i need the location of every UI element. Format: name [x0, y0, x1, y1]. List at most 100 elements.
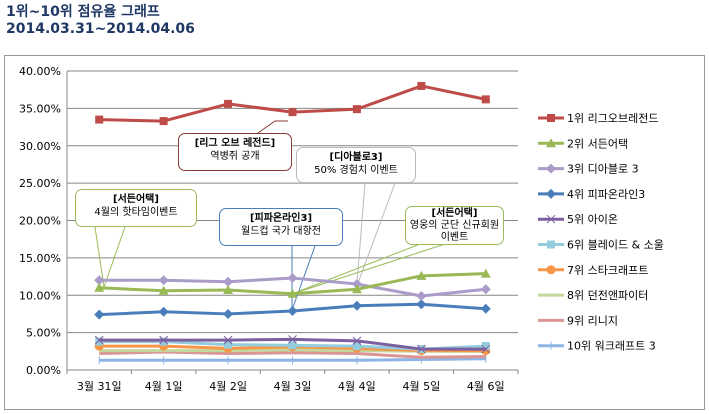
legend-label: 4위 피파온라인3	[567, 188, 645, 201]
chart-frame	[4, 55, 705, 410]
callout-leader-sudden-2	[291, 243, 446, 295]
data-point	[94, 282, 105, 292]
data-point	[95, 115, 104, 124]
data-point	[481, 95, 490, 104]
data-point	[351, 279, 362, 290]
data-point	[224, 340, 233, 349]
data-point	[417, 81, 426, 90]
legend-marker	[546, 214, 556, 224]
data-point	[480, 268, 491, 278]
callout-title: [피파온라인3]	[249, 213, 313, 224]
callout-leader-sudden-1	[94, 226, 126, 288]
series-4위 피파온라인3	[94, 299, 491, 320]
legend-marker	[546, 265, 556, 275]
legend-label: 5위 아이온	[567, 213, 618, 226]
data-point	[223, 335, 233, 345]
callout-title: [디아블로3]	[329, 152, 383, 163]
x-tick-label: 3월 31일	[77, 379, 122, 393]
data-point	[480, 303, 491, 314]
data-point	[223, 308, 234, 319]
title-text: 1위~10위 점유율 그래프	[6, 4, 160, 20]
data-point	[352, 336, 362, 346]
x-tick-label: 4월 4일	[338, 379, 376, 393]
callout-title: [리그 오브 레전드]	[194, 138, 276, 149]
legend-label: 10위 워크래프트 3	[567, 340, 656, 353]
data-point	[481, 344, 491, 354]
x-tick-label: 4월 3일	[274, 379, 312, 393]
data-point	[158, 306, 169, 317]
callout-sudden-newuser: [서든어택] 영웅의 군단 신규회원이벤트	[405, 206, 504, 245]
date-range: 2014.03.31~2014.04.06	[6, 21, 195, 37]
legend-label: 1위 리그오브레전드	[567, 112, 658, 125]
data-point	[287, 305, 298, 316]
legend-marker	[546, 163, 556, 174]
legend-label: 2위 서든어택	[567, 137, 628, 150]
y-tick-label: 15.00%	[19, 252, 61, 265]
legend-marker	[546, 188, 556, 199]
callout-fifa: [피파온라인3] 월드컵 국가 대항전	[219, 208, 343, 246]
data-point	[288, 341, 297, 350]
data-point	[288, 334, 297, 344]
legend-label: 3위 디아블로 3	[567, 163, 639, 176]
data-point	[94, 275, 105, 286]
x-tick-label: 4월 6일	[467, 379, 505, 393]
series-2위 서든어택	[94, 268, 491, 298]
data-point	[351, 284, 362, 294]
data-point	[287, 273, 298, 284]
y-tick-label: 20.00%	[19, 215, 61, 228]
callout-title: [서든어택]	[113, 194, 159, 205]
legend-marker	[546, 138, 556, 148]
data-point	[158, 275, 169, 286]
data-point	[352, 342, 361, 351]
data-point	[223, 285, 234, 295]
data-point	[223, 276, 234, 287]
data-point	[351, 300, 362, 311]
data-point	[159, 117, 168, 126]
data-point	[288, 108, 297, 117]
callout-text: 역병쥐 공개	[210, 151, 260, 162]
chart-title: 1위~10위 점유율 그래프 2014.03.31~2014.04.06	[6, 4, 195, 38]
data-point	[159, 335, 168, 345]
callout-text: 영웅의 군단 신규회원이벤트	[409, 220, 500, 243]
y-tick-label: 10.00%	[19, 289, 61, 302]
data-point	[158, 285, 169, 295]
callout-diablo: [디아블로3] 50% 경험치 이벤트	[296, 147, 416, 183]
callout-sudden-hottime: [서든어택] 4월의 핫타임이벤트	[75, 189, 197, 227]
data-point	[94, 335, 104, 345]
data-point	[417, 344, 426, 354]
data-point	[481, 342, 490, 351]
legend-marker	[547, 240, 555, 249]
series-3위 디아블로 3	[94, 273, 491, 301]
callout-text: 50% 경험치 이벤트	[314, 165, 398, 176]
x-tick-label: 4월 5일	[402, 379, 440, 393]
y-tick-label: 35.00%	[19, 102, 61, 115]
callout-leader-lol	[257, 120, 288, 134]
legend-marker	[547, 114, 555, 122]
data-point	[416, 299, 427, 310]
data-point	[352, 105, 361, 114]
y-tick-label: 5.00%	[26, 327, 61, 340]
data-point	[224, 99, 233, 108]
callout-lol: [리그 오브 레전드] 역병쥐 공개	[178, 133, 292, 171]
data-point	[480, 284, 491, 295]
legend-label: 9위 리니지	[567, 314, 618, 327]
series-1위 리그오브레전드	[95, 81, 490, 126]
legend-label: 6위 블레이드 & 소울	[567, 239, 664, 252]
callout-text: 4월의 핫타임이벤트	[94, 207, 178, 218]
legend-label: 7위 스타크래프트	[567, 264, 648, 277]
callout-text: 월드컵 국가 대항전	[241, 226, 321, 237]
y-tick-label: 25.00%	[19, 177, 61, 190]
y-tick-label: 40.00%	[19, 65, 61, 78]
series-5위 아이온	[94, 334, 491, 354]
data-point	[94, 309, 105, 320]
legend-label: 8위 던전앤파이터	[567, 289, 648, 302]
callout-title: [서든어택]	[431, 208, 478, 219]
data-point	[416, 270, 427, 280]
callout-leader-diablo	[356, 182, 396, 284]
x-tick-label: 4월 1일	[145, 379, 183, 393]
y-tick-label: 0.00%	[26, 364, 61, 377]
x-tick-label: 4월 2일	[209, 379, 247, 393]
y-tick-label: 30.00%	[19, 140, 61, 153]
data-point	[416, 290, 427, 301]
